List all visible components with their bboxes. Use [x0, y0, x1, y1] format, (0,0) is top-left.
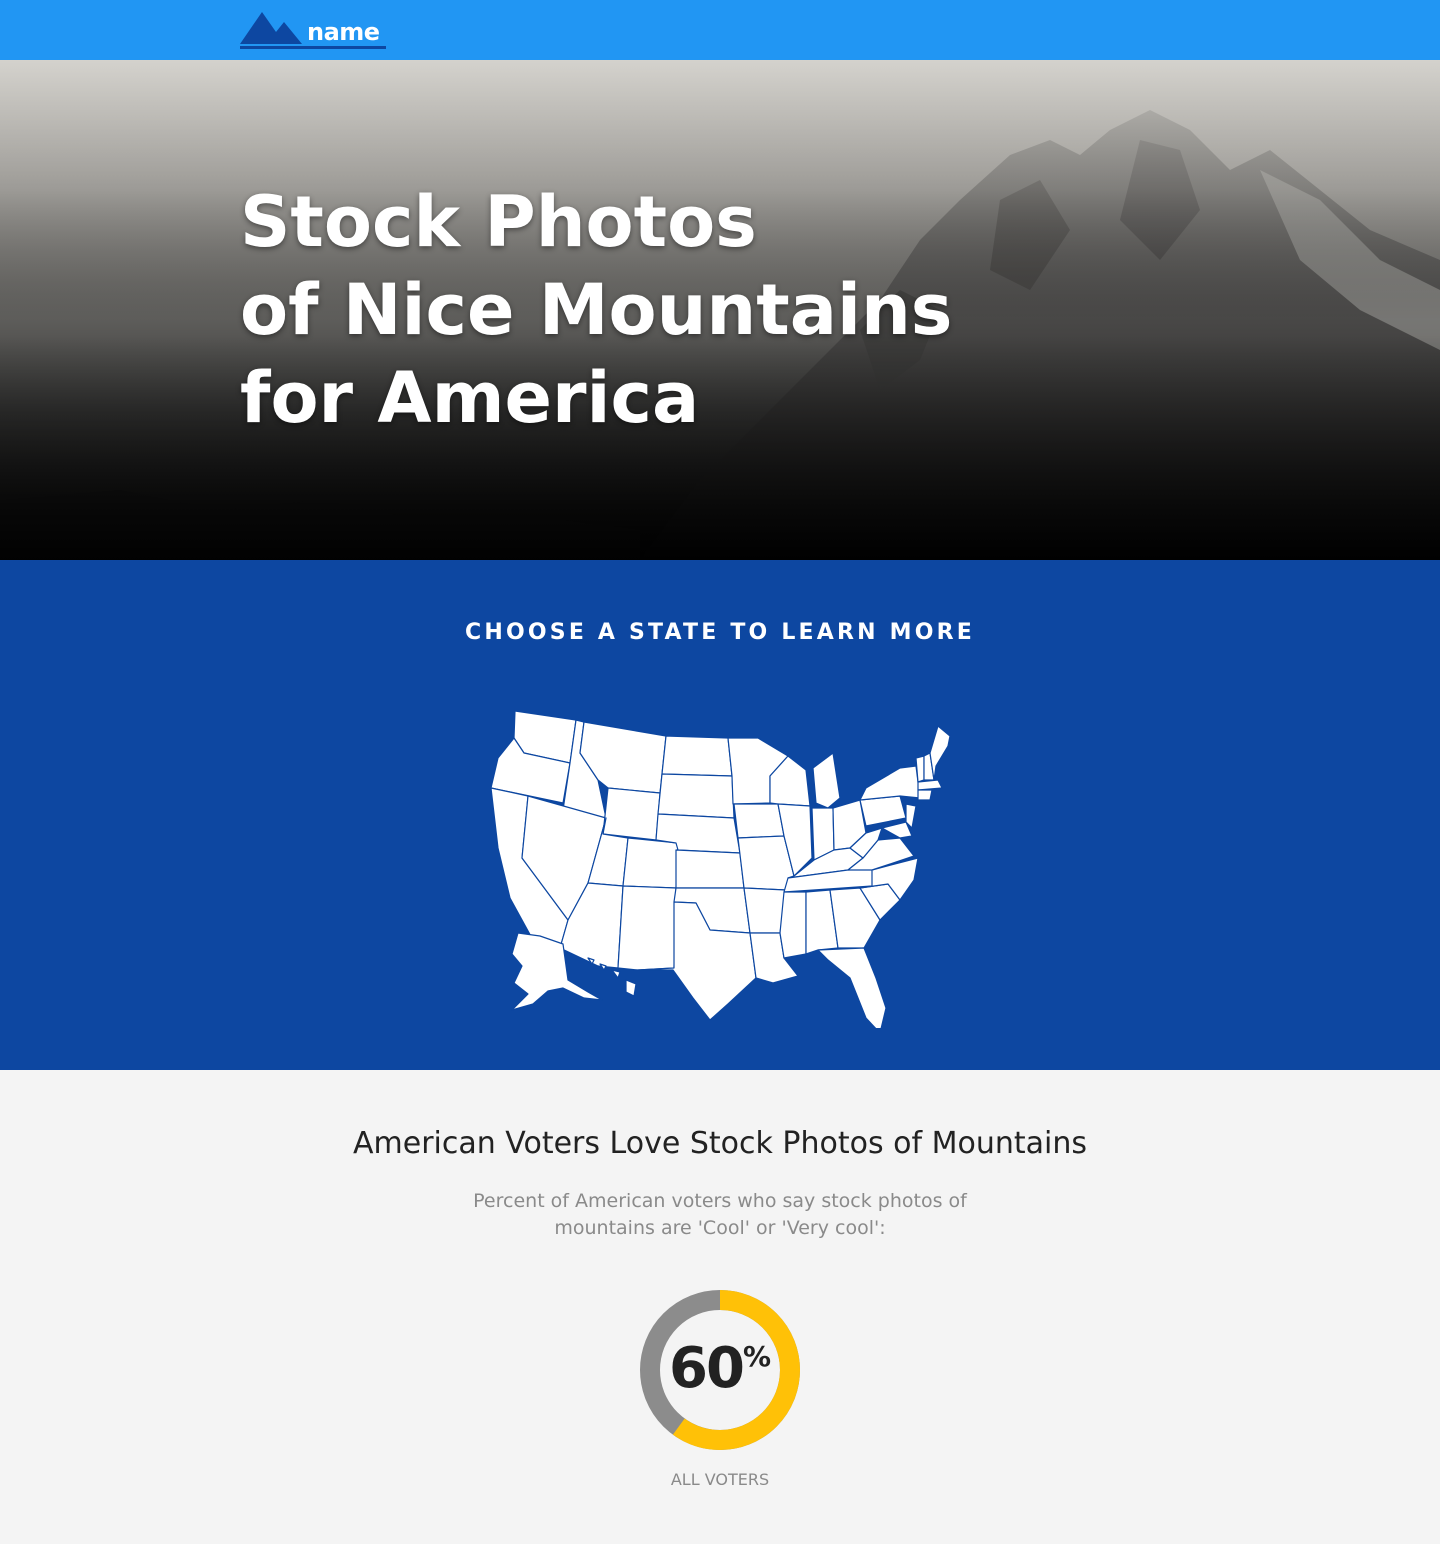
stats-title: American Voters Love Stock Photos of Mou…: [352, 1126, 1087, 1161]
state-new-york[interactable]: [859, 765, 921, 801]
state-colorado[interactable]: [622, 837, 679, 889]
state-alaska[interactable]: [511, 932, 603, 1011]
hero-banner: Stock Photos of Nice Mountains for Ameri…: [0, 60, 1440, 560]
state-illinois[interactable]: [777, 803, 813, 877]
state-michigan[interactable]: [812, 752, 841, 809]
top-navigation-bar: name: [0, 0, 1440, 60]
state-vermont[interactable]: [915, 755, 925, 783]
state-hawaii[interactable]: [587, 957, 637, 997]
site-logo[interactable]: name: [240, 8, 390, 52]
donut-value-number: 60: [669, 1336, 745, 1401]
logo-underline: [240, 46, 386, 49]
state-wyoming[interactable]: [602, 787, 661, 841]
state-maryland[interactable]: [881, 821, 913, 839]
hero-title: Stock Photos of Nice Mountains for Ameri…: [240, 178, 1140, 442]
mountain-icon: [240, 12, 302, 44]
state-florida[interactable]: [817, 947, 887, 1028]
state-new-jersey[interactable]: [905, 803, 917, 829]
state-connecticut[interactable]: [917, 789, 933, 801]
stats-subtitle: Percent of American voters who say stock…: [473, 1190, 967, 1239]
state-north-carolina[interactable]: [859, 857, 919, 901]
hero-title-line: of Nice Mountains: [240, 269, 953, 351]
state-map-section: CHOOSE A STATE TO LEARN MORE: [0, 560, 1440, 1070]
logo-text: name: [307, 18, 380, 46]
mountain-photo: [0, 60, 1440, 560]
state-pennsylvania[interactable]: [859, 795, 907, 827]
donut-label: ALL VOTERS: [670, 1470, 770, 1489]
state-massachusetts[interactable]: [917, 779, 943, 791]
hero-title-line: for America: [240, 357, 700, 439]
map-heading: CHOOSE A STATE TO LEARN MORE: [465, 620, 975, 645]
hero-title-line: Stock Photos: [240, 181, 757, 263]
state-mississippi[interactable]: [779, 891, 807, 959]
donut-chart: [640, 1290, 800, 1450]
state-georgia[interactable]: [829, 887, 881, 949]
state-iowa[interactable]: [733, 803, 785, 839]
state-oregon[interactable]: [490, 737, 571, 804]
donut-filled-arc: [640, 1290, 800, 1450]
stats-section: American Voters Love Stock Photos of Mou…: [0, 1070, 1440, 1544]
state-arkansas[interactable]: [743, 887, 787, 934]
donut-value-unit: %: [742, 1340, 771, 1373]
state-south-dakota[interactable]: [657, 773, 735, 819]
us-state-map[interactable]: [488, 708, 953, 1028]
state-maine[interactable]: [929, 725, 951, 781]
state-west-virginia[interactable]: [849, 827, 883, 859]
state-north-dakota[interactable]: [661, 735, 733, 777]
state-kansas[interactable]: [675, 849, 745, 889]
state-new-mexico[interactable]: [617, 885, 677, 971]
state-texas[interactable]: [637, 901, 757, 1021]
donut-value: 60%: [640, 1336, 800, 1401]
